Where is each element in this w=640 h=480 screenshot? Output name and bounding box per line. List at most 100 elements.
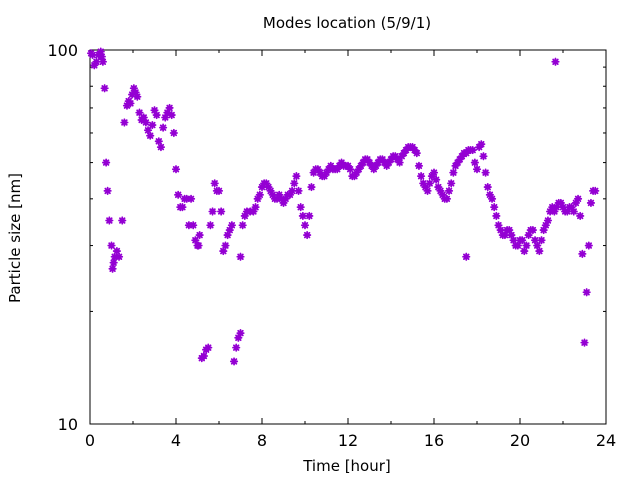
data-point [509, 236, 518, 245]
data-point [374, 158, 383, 167]
data-point [354, 165, 363, 174]
data-point [350, 172, 359, 181]
data-point [294, 186, 303, 196]
data-point [300, 221, 310, 230]
data-point [165, 103, 174, 113]
data-point [223, 230, 232, 240]
data-point [367, 161, 376, 170]
data-point [210, 179, 219, 188]
x-tick-label: 0 [85, 431, 95, 450]
data-point [154, 137, 163, 146]
data-point [182, 194, 191, 203]
data-point [567, 203, 576, 212]
data-point [576, 211, 585, 221]
data-point [333, 165, 342, 174]
data-point [171, 165, 181, 174]
chart-title: Modes location (5/9/1) [263, 14, 431, 32]
data-point [371, 161, 381, 170]
data-point [571, 198, 580, 208]
data-point [229, 357, 239, 366]
data-point [427, 172, 436, 181]
data-point [477, 140, 486, 149]
data-point [118, 216, 127, 225]
data-point [167, 110, 176, 120]
data-point [128, 90, 137, 99]
data-point [152, 110, 161, 120]
data-point [539, 225, 548, 235]
data-point [556, 198, 565, 208]
data-point [417, 172, 426, 181]
data-point [129, 84, 138, 93]
data-point [487, 194, 497, 203]
data-point [546, 207, 555, 216]
data-point [264, 182, 273, 192]
data-point [105, 216, 114, 225]
data-point [195, 230, 204, 240]
data-point [479, 152, 488, 161]
data-point [292, 172, 301, 181]
y-tick-label: 10 [58, 415, 78, 434]
data-point [442, 194, 451, 203]
data-point [485, 190, 494, 199]
data-point [352, 168, 361, 177]
data-point [159, 123, 168, 132]
data-point [186, 194, 196, 203]
data-point [425, 179, 434, 188]
data-point [528, 225, 537, 235]
data-point [266, 186, 275, 196]
data-point [148, 120, 157, 130]
data-point [543, 216, 553, 225]
data-point [434, 182, 443, 192]
data-point [324, 165, 333, 174]
data-point [518, 236, 527, 245]
data-point [204, 343, 213, 352]
data-point [146, 131, 155, 140]
data-point [444, 186, 454, 196]
plot-area: 0 4 8 12 16 20 24 10 100 [47, 41, 616, 450]
data-point [120, 118, 129, 127]
data-point [436, 186, 445, 196]
data-point [580, 338, 589, 347]
data-point [558, 203, 568, 212]
data-point [232, 343, 241, 352]
data-point [108, 264, 117, 273]
data-point [447, 179, 456, 188]
data-point [100, 84, 109, 93]
data-point [309, 168, 318, 177]
data-point [541, 221, 550, 230]
data-point [315, 168, 325, 177]
data-point [133, 92, 142, 101]
data-point [582, 288, 591, 297]
data-point [481, 168, 490, 177]
data-point [272, 194, 282, 203]
data-point [131, 88, 140, 97]
data-point [552, 203, 561, 212]
data-point [298, 211, 307, 221]
x-tick-label: 20 [510, 431, 530, 450]
data-point [421, 182, 430, 192]
data-point [303, 230, 312, 240]
data-point [219, 246, 228, 256]
data-point [548, 203, 557, 212]
data-point [507, 230, 516, 240]
data-point [468, 145, 477, 155]
data-point [438, 190, 447, 199]
data-point [257, 182, 267, 192]
data-point [174, 190, 183, 199]
data-point [591, 186, 600, 196]
data-point [337, 158, 346, 167]
data-point [208, 207, 217, 216]
data-point [191, 236, 200, 245]
x-tick-label: 12 [338, 431, 358, 450]
data-point [206, 221, 215, 230]
data-point [194, 241, 203, 250]
x-axis-title: Time [hour] [302, 457, 391, 475]
data-point [533, 241, 542, 250]
data-point [90, 61, 99, 70]
y-axis-title: Particle size [nm] [6, 173, 24, 303]
data-point [522, 241, 531, 250]
data-point [419, 179, 428, 188]
data-point [288, 186, 297, 196]
data-point [268, 190, 277, 199]
